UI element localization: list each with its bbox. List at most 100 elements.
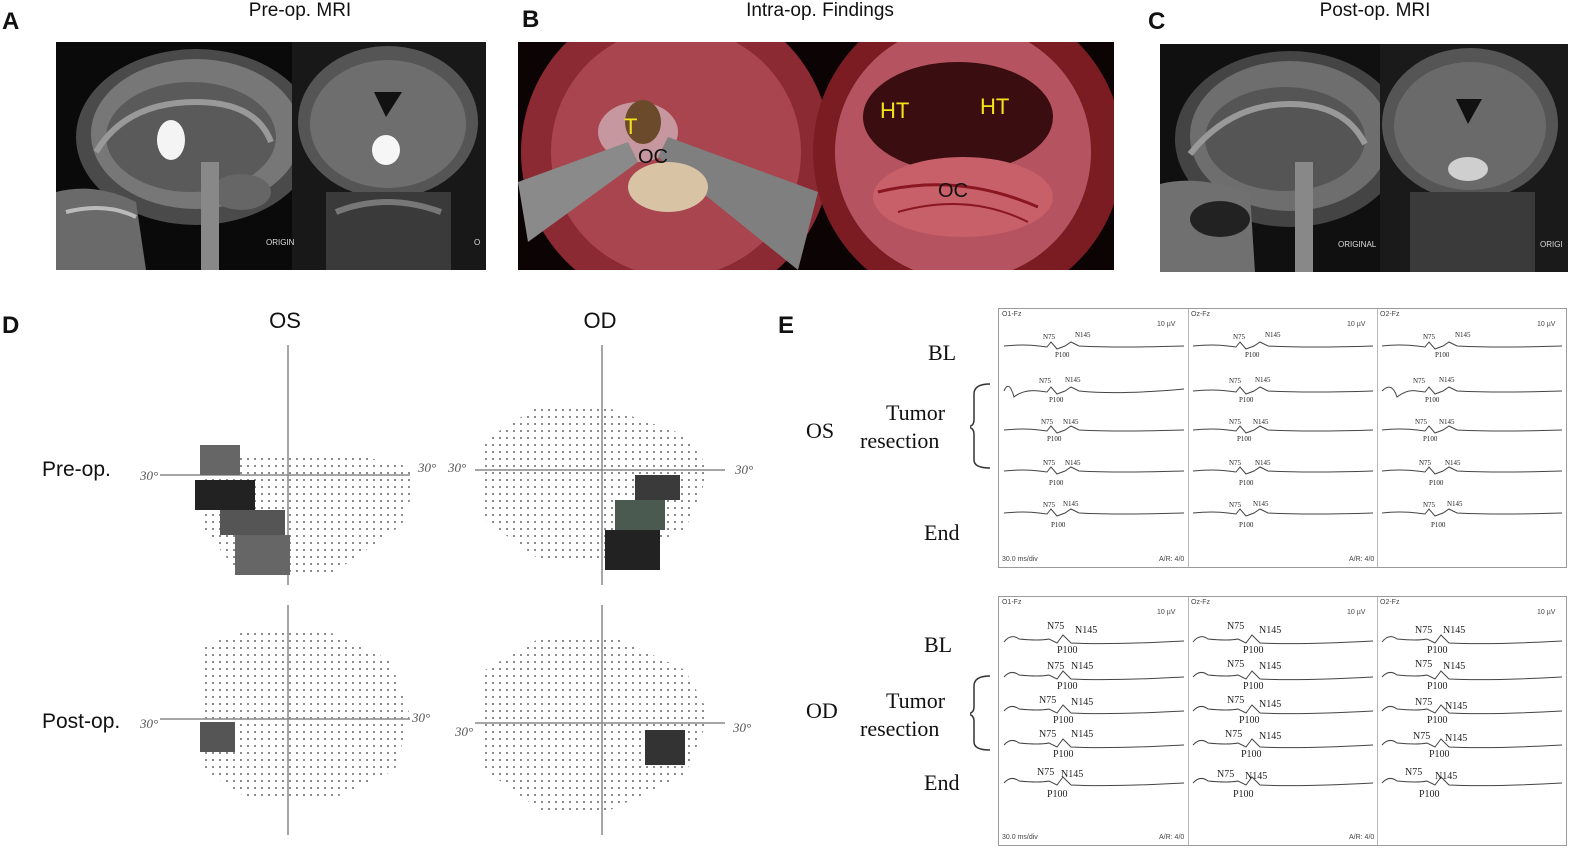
peak-n75: N75 <box>1415 625 1433 636</box>
peak-n75: N75 <box>1043 333 1056 341</box>
peak-p100: P100 <box>1435 351 1450 359</box>
peak-n145: N145 <box>1447 500 1463 508</box>
col-label-os: OS <box>269 308 301 333</box>
vf-deg-od-post-right: 30° <box>733 720 752 735</box>
channel-oz: Oz-Fz <box>1191 311 1211 318</box>
peak-p100: P100 <box>1243 645 1264 656</box>
peak-p100: P100 <box>1049 396 1064 404</box>
peak-n75: N75 <box>1229 501 1242 509</box>
peak-n75: N75 <box>1415 659 1433 670</box>
peak-p100: P100 <box>1423 435 1438 443</box>
vep-od-bl-label: BL <box>924 632 953 657</box>
peak-p100: P100 <box>1057 681 1078 692</box>
vep-os-tumor-label: Tumor <box>886 400 946 425</box>
vf-deg-os-post-right: 30° <box>412 710 431 725</box>
post-op-mri-image: ORIGINAL ORIGI <box>1160 44 1568 272</box>
peak-n145: N145 <box>1435 771 1458 782</box>
vep-os-eye-label: OS <box>806 418 835 443</box>
peak-n75: N75 <box>1047 621 1065 632</box>
peak-n75: N75 <box>1043 501 1056 509</box>
peak-n145: N145 <box>1445 733 1468 744</box>
row-label-pre-op: Pre-op. <box>42 458 111 481</box>
mri-watermark: ORIGIN <box>266 238 295 247</box>
scale-3: 10 µV <box>1537 321 1556 328</box>
scale-2: 10 µV <box>1347 609 1366 616</box>
peak-n75: N75 <box>1227 659 1245 670</box>
peak-p100: P100 <box>1425 396 1440 404</box>
peak-p100: P100 <box>1427 645 1448 656</box>
peak-p100: P100 <box>1241 749 1262 760</box>
peak-n145: N145 <box>1455 331 1471 339</box>
ar-1: A/R: 4/0 <box>1159 556 1185 563</box>
peak-n145: N145 <box>1259 625 1282 636</box>
panel-label-c: C <box>1148 8 1166 35</box>
panel-label-a: A <box>2 8 20 35</box>
vf-deg-od-post-left: 30° <box>455 724 474 739</box>
label-tumor: T <box>624 114 638 139</box>
peak-p100: P100 <box>1429 479 1444 487</box>
peak-n75: N75 <box>1233 333 1246 341</box>
peak-n75: N75 <box>1229 459 1242 467</box>
peak-n75: N75 <box>1041 418 1054 426</box>
vf-deg-os-pre-left: 30° <box>140 468 159 483</box>
post-mri-watermark: ORIGINAL <box>1338 240 1377 249</box>
scale-2: 10 µV <box>1347 321 1366 328</box>
ar-1: A/R: 4/0 <box>1159 834 1185 841</box>
channel-o2: O2-Fz <box>1380 311 1400 318</box>
col-label-od: OD <box>583 308 617 333</box>
vep-os-bracket <box>970 383 991 469</box>
peak-n145: N145 <box>1443 625 1466 636</box>
peak-p100: P100 <box>1427 681 1448 692</box>
peak-n145: N145 <box>1259 661 1282 672</box>
intra-op-endoscopy-image: T OC HT HT OC <box>518 42 1114 270</box>
peak-n75: N75 <box>1415 418 1428 426</box>
vep-od-eye-label: OD <box>806 698 838 723</box>
peak-p100: P100 <box>1047 435 1062 443</box>
channel-oz: Oz-Fz <box>1191 599 1211 606</box>
panel-label-e: E <box>778 312 795 339</box>
peak-p100: P100 <box>1431 521 1446 529</box>
peak-n145: N145 <box>1063 500 1079 508</box>
scale-1: 10 µV <box>1157 321 1176 328</box>
channel-o1: O1-Fz <box>1002 311 1022 318</box>
post-mri-watermark-2: ORIGI <box>1540 240 1563 249</box>
peak-n145: N145 <box>1071 697 1094 708</box>
peak-p100: P100 <box>1053 749 1074 760</box>
peak-n145: N145 <box>1445 459 1461 467</box>
peak-n75: N75 <box>1415 697 1433 708</box>
peak-n75: N75 <box>1423 333 1436 341</box>
peak-n145: N145 <box>1439 376 1455 384</box>
vep-os-resection-label: resection <box>860 428 940 453</box>
peak-p100: P100 <box>1051 521 1066 529</box>
vf-deg-od-pre-right: 30° <box>735 462 754 477</box>
peak-p100: P100 <box>1239 396 1254 404</box>
peak-n145: N145 <box>1063 418 1079 426</box>
vep-od-recording: O1-Fz Oz-Fz O2-Fz 10 µV 10 µV 10 µV 30.0… <box>998 596 1567 846</box>
pre-op-mri-image: ORIGIN O <box>56 42 486 270</box>
peak-p100: P100 <box>1245 351 1260 359</box>
peak-n75: N75 <box>1229 377 1242 385</box>
peak-n75: N75 <box>1043 459 1056 467</box>
mri-watermark-2: O <box>474 238 481 247</box>
peak-p100: P100 <box>1243 681 1264 692</box>
vep-od-end-label: End <box>924 770 960 795</box>
peak-n75: N75 <box>1039 377 1052 385</box>
peak-n75: N75 <box>1225 729 1243 740</box>
vep-od-resection-label: resection <box>860 716 940 741</box>
vep-os-bl-label: BL <box>928 340 957 365</box>
peak-p100: P100 <box>1057 645 1078 656</box>
ar-2: A/R: 4/0 <box>1349 834 1375 841</box>
peak-p100: P100 <box>1053 715 1074 726</box>
peak-n145: N145 <box>1065 459 1081 467</box>
label-optic-chiasm-1: OC <box>638 146 668 168</box>
peak-n75: N75 <box>1413 731 1431 742</box>
peak-n145: N145 <box>1061 769 1084 780</box>
peak-n75: N75 <box>1229 418 1242 426</box>
vep-od-tumor-label: Tumor <box>886 688 946 713</box>
panel-label-d: D <box>2 312 20 339</box>
peak-n75: N75 <box>1227 695 1245 706</box>
peak-n145: N145 <box>1255 459 1271 467</box>
peak-n145: N145 <box>1075 331 1091 339</box>
peak-n145: N145 <box>1245 771 1268 782</box>
label-optic-chiasm-2: OC <box>938 180 968 202</box>
